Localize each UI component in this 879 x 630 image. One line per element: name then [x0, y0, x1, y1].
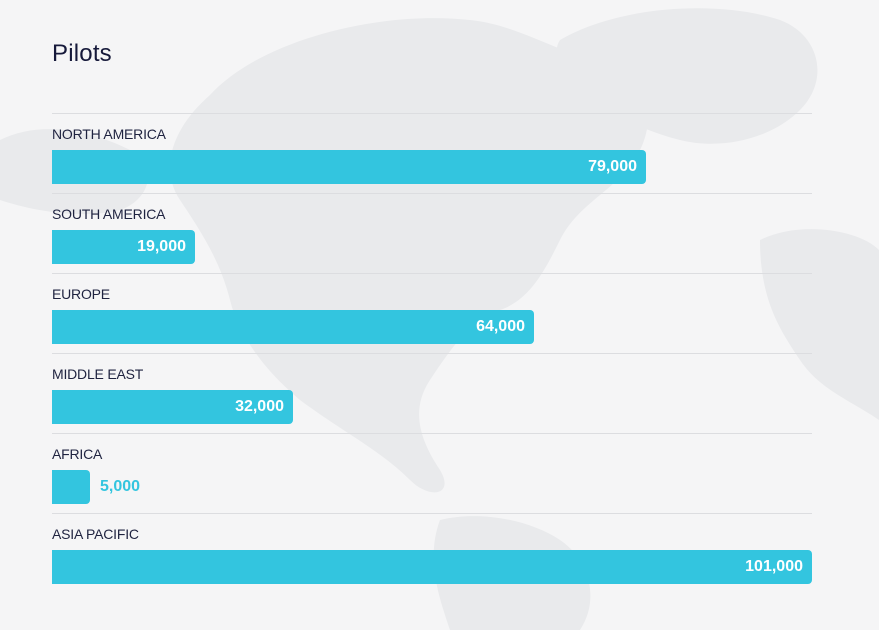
bar-value-label: 64,000: [476, 318, 525, 335]
region-label: SOUTH AMERICA: [52, 206, 166, 222]
bar: [52, 310, 534, 344]
bar-value-label: 79,000: [588, 158, 637, 175]
region-label: MIDDLE EAST: [52, 366, 144, 382]
bar-value-label: 5,000: [100, 478, 141, 495]
bar-value-label: 101,000: [745, 558, 803, 575]
chart-row: ASIA PACIFIC 101,000: [52, 513, 812, 593]
bar: [52, 550, 812, 584]
region-label: ASIA PACIFIC: [52, 526, 139, 542]
region-label: AFRICA: [52, 446, 103, 462]
bar: [52, 470, 90, 504]
chart-row: SOUTH AMERICA 19,000: [52, 193, 812, 273]
bar: [52, 230, 195, 264]
chart-row: NORTH AMERICA 79,000: [52, 113, 812, 193]
bar: [52, 390, 293, 424]
chart-row: EUROPE 64,000: [52, 273, 812, 353]
bar: [52, 150, 646, 184]
chart-rows: NORTH AMERICA 79,000 SOUTH AMERICA 19,000 EU…: [52, 113, 812, 593]
chart-row: MIDDLE EAST 32,000: [52, 353, 812, 433]
chart-title: Pilots: [52, 40, 112, 67]
bar-value-label: 19,000: [137, 238, 186, 255]
region-label: NORTH AMERICA: [52, 126, 166, 142]
region-label: EUROPE: [52, 286, 110, 302]
bar-value-label: 32,000: [235, 398, 284, 415]
chart-row: AFRICA 5,000: [52, 433, 812, 513]
